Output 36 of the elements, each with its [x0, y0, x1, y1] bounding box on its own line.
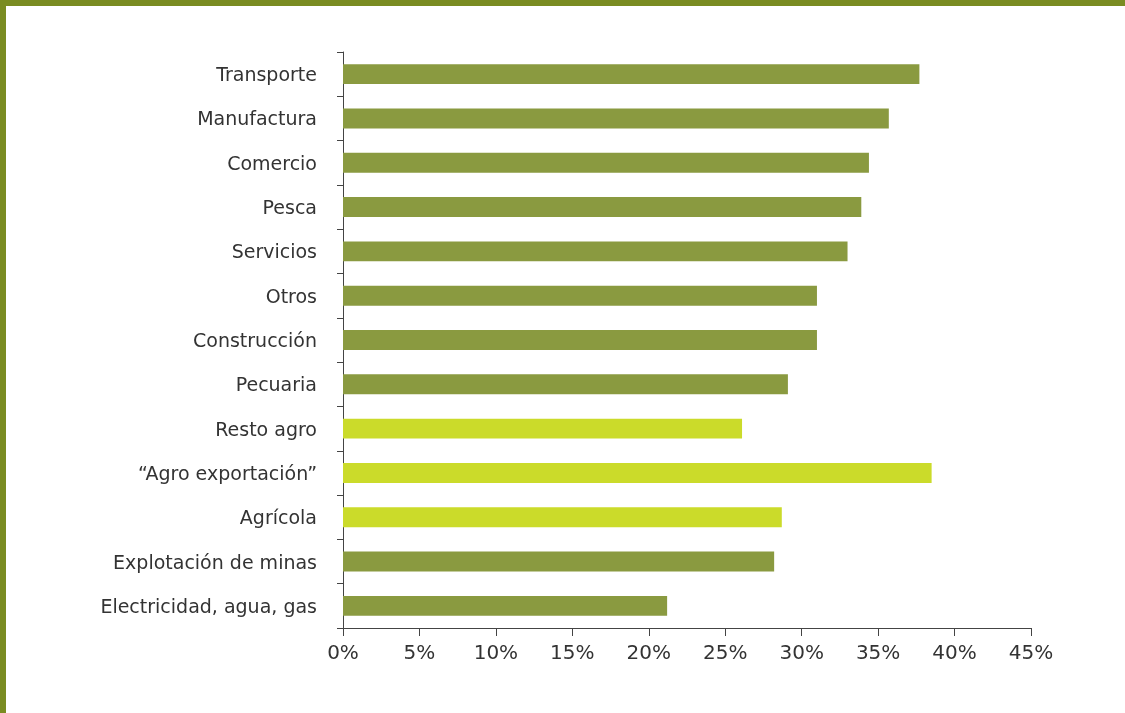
- x-tick-label: 45%: [1008, 640, 1054, 664]
- y-tick-label: Otros: [265, 284, 317, 307]
- y-tick-label: Electricidad, agua, gas: [100, 594, 317, 617]
- x-tick-label: 0%: [327, 640, 359, 664]
- bar: [343, 241, 848, 262]
- y-tick-label: Explotación de minas: [113, 550, 317, 573]
- bar: [343, 108, 889, 129]
- x-tick-label: 40%: [932, 640, 977, 664]
- y-tick-label: Construcción: [193, 329, 317, 351]
- x-tick-label: 5%: [403, 640, 436, 664]
- bar: [343, 374, 788, 395]
- x-tick-label: 30%: [779, 640, 824, 664]
- bar: [343, 418, 743, 439]
- y-tick-label: Pesca: [262, 196, 317, 219]
- bar: [343, 197, 862, 218]
- y-tick-label: Servicios: [231, 240, 317, 263]
- y-tick-label: “Agro exportación”: [138, 461, 317, 484]
- y-tick-label: Agrícola: [239, 506, 317, 529]
- y-tick-label: Transporte: [215, 63, 317, 86]
- bar: [343, 462, 932, 483]
- x-tick-label: 35%: [855, 640, 901, 664]
- y-tick-label: Pecuaria: [235, 373, 317, 396]
- x-tick-label: 25%: [703, 640, 748, 664]
- bar: [343, 551, 775, 572]
- y-tick-label: Manufactura: [197, 107, 317, 130]
- bar: [343, 330, 817, 350]
- x-tick-label: 10%: [473, 640, 519, 664]
- bar: [343, 64, 920, 85]
- x-tick-label: 20%: [626, 640, 671, 664]
- y-tick-label: Resto agro: [215, 417, 317, 440]
- bar: [343, 285, 817, 306]
- bar: [343, 152, 869, 173]
- bar: [343, 507, 782, 528]
- x-tick-label: 15%: [550, 640, 595, 664]
- bar: [343, 595, 668, 616]
- y-tick-label: Comercio: [227, 151, 317, 174]
